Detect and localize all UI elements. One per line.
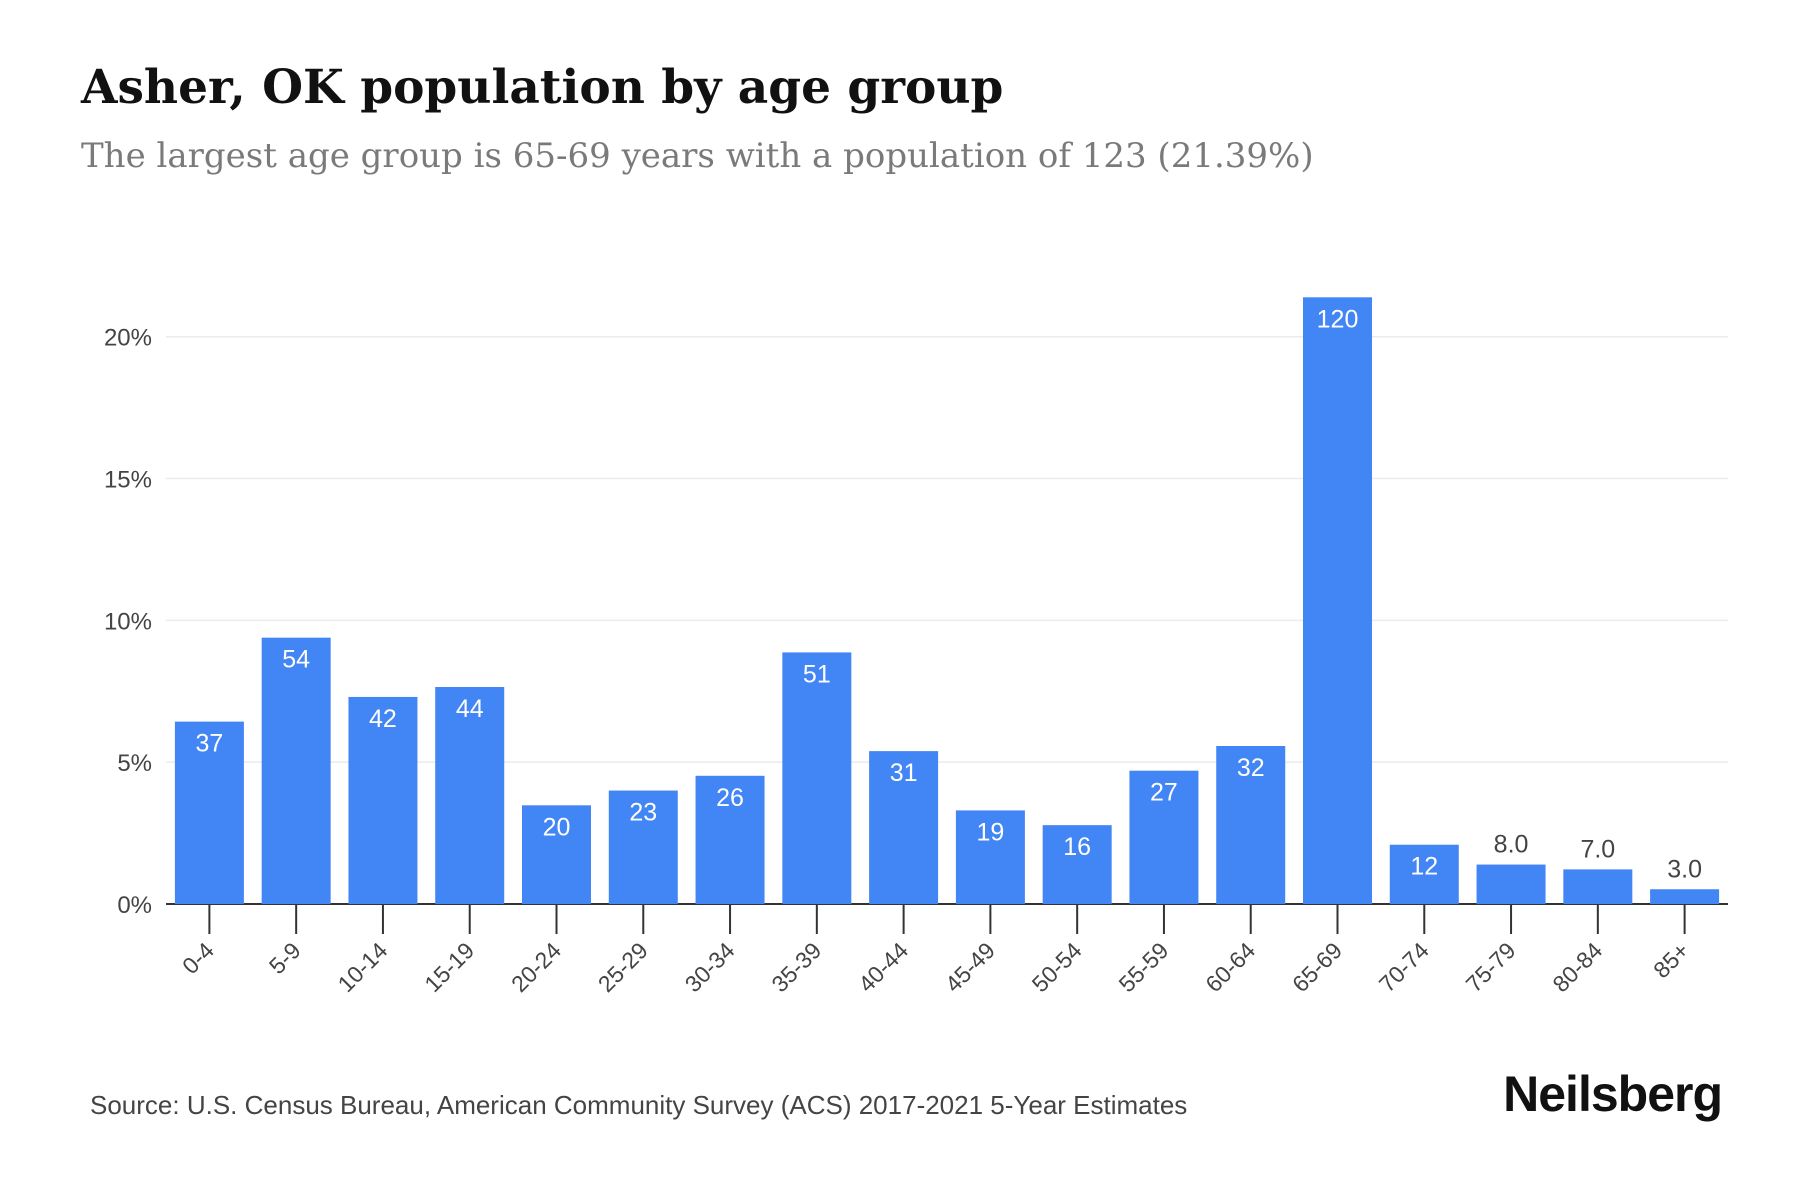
x-tick-label: 75-79 [1461,937,1521,997]
y-tick-label: 10% [104,608,152,635]
x-tick-label: 10-14 [332,937,392,997]
data-label: 12 [1410,853,1438,881]
bar [348,696,418,904]
x-tick-label: 70-74 [1374,937,1434,997]
data-label: 31 [890,759,918,787]
x-tick-label: 25-29 [593,937,653,997]
x-tick-label: 40-44 [853,937,913,997]
bar [261,637,331,904]
data-label: 8.0 [1494,831,1529,859]
source-note: Source: U.S. Census Bureau, American Com… [90,1090,1188,1120]
x-tick-label: 85+ [1648,937,1694,983]
bar [1129,770,1199,904]
y-tick-label: 5% [117,750,152,777]
x-tick-label: 55-59 [1113,937,1173,997]
data-label: 26 [716,784,744,812]
bar [1476,864,1546,904]
bar [174,721,244,904]
data-label: 120 [1317,305,1359,333]
data-label: 44 [456,695,484,723]
data-label: 20 [543,813,571,841]
brand-logo: Neilsberg [1503,1066,1723,1122]
bar [522,805,591,904]
bar [1563,869,1633,904]
bar [608,790,678,904]
x-tick-label: 45-49 [940,937,1000,997]
data-label: 32 [1237,754,1265,782]
x-tick-label: 5-9 [264,937,306,979]
y-tick-label: 20% [104,325,152,352]
bar [782,652,852,904]
data-label: 51 [803,660,831,688]
x-tick-label: 65-69 [1287,937,1347,997]
data-label: 16 [1063,833,1091,861]
bar [1216,746,1286,904]
chart-title: Asher, OK population by age group [81,60,1004,115]
x-tick-label: 0-4 [177,937,219,979]
x-tick-label: 60-64 [1200,937,1260,997]
chart-subtitle: The largest age group is 65-69 years wit… [81,136,1314,176]
x-tick-label: 35-39 [766,937,826,997]
bar [1042,825,1112,904]
data-label: 7.0 [1580,835,1615,863]
y-tick-label: 15% [104,467,152,494]
bar [1303,297,1372,904]
bar [955,810,1025,904]
y-tick-label: 0% [117,892,152,919]
data-label: 27 [1150,779,1178,807]
x-tick-label: 50-54 [1027,937,1087,997]
bar [869,751,939,904]
x-tick-label: 20-24 [506,937,566,997]
bar [1650,889,1720,904]
data-label: 19 [976,818,1004,846]
bar [1389,844,1459,904]
x-tick-label: 15-19 [419,937,479,997]
data-label: 42 [369,705,397,733]
data-label: 54 [282,646,310,674]
data-label: 37 [195,730,223,758]
bar [435,687,505,904]
data-label: 23 [629,799,657,827]
x-tick-label: 80-84 [1547,937,1607,997]
bar [695,775,765,904]
data-label: 3.0 [1667,855,1702,883]
x-tick-label: 30-34 [680,937,740,997]
